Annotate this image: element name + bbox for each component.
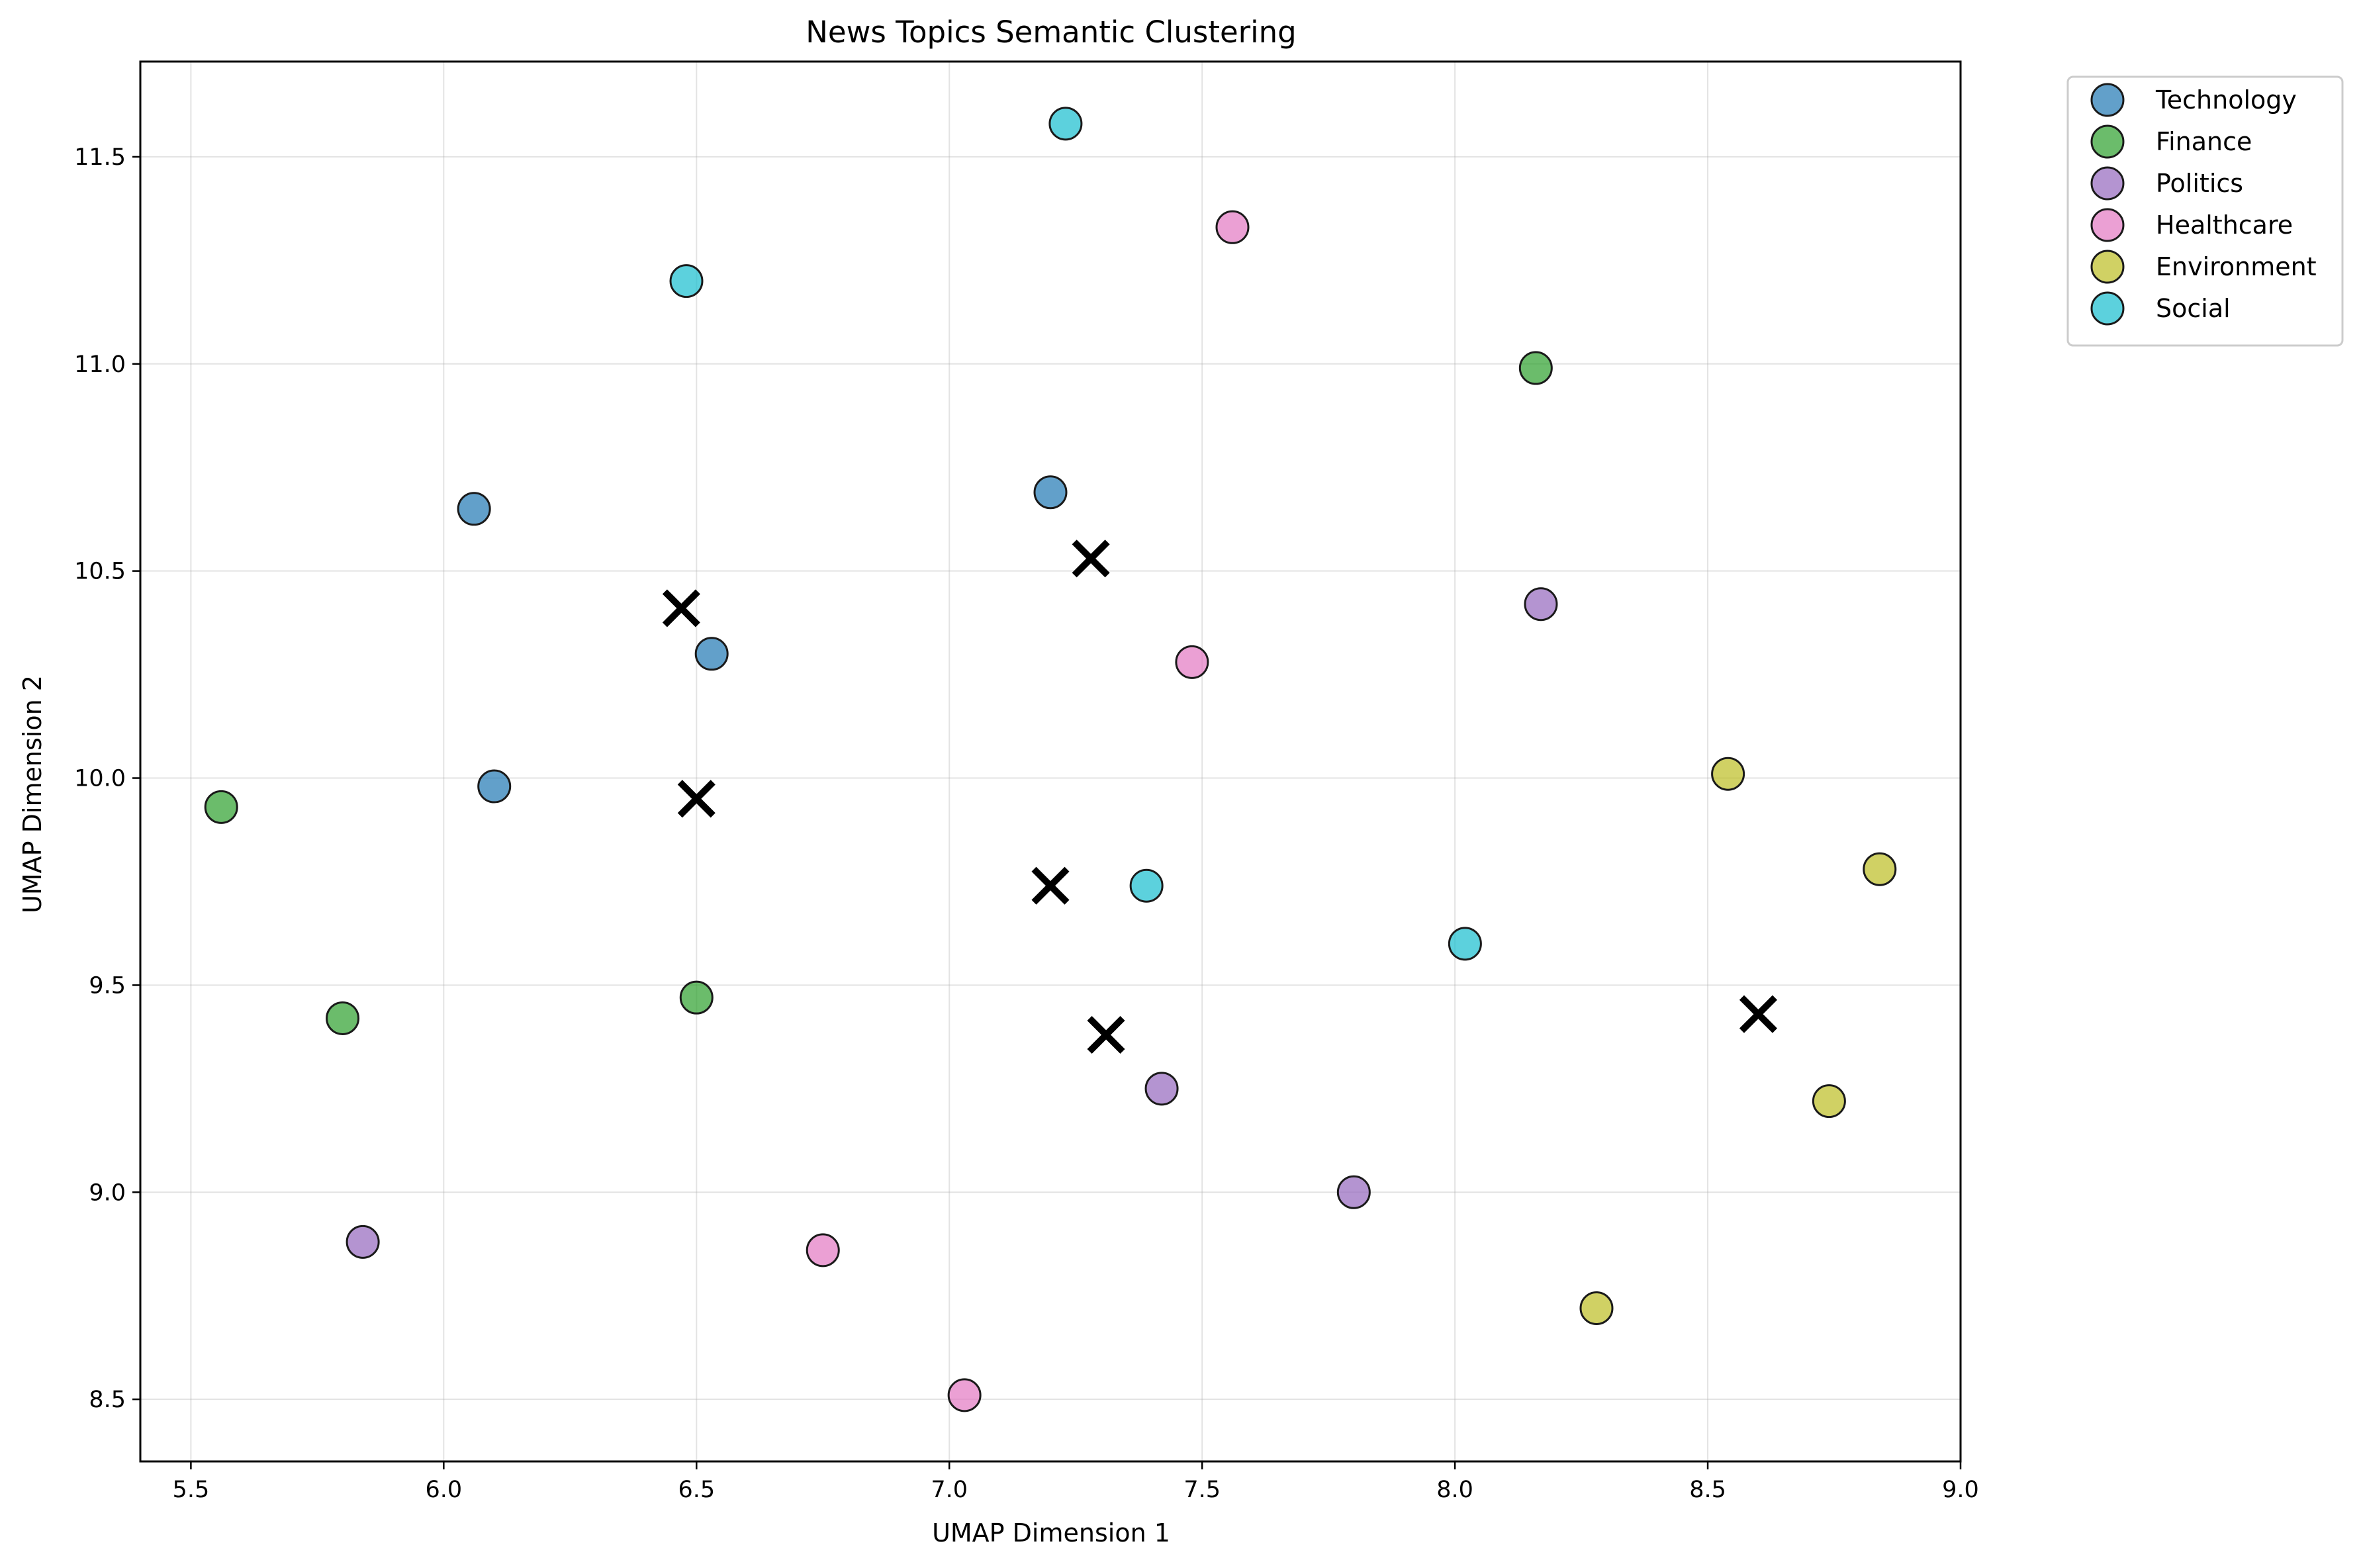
legend-entry: Technology [2090,83,2297,117]
y-tick-label: 9.0 [89,1179,126,1206]
data-point [669,264,704,299]
axis-ticks: 5.5 6.0 6.5 7.0 7.5 8.0 8.5 9.0 8.5 9.0 9.5 10.0 10.… [74,144,1979,1503]
cluster-centroids [662,539,1777,1054]
data-point [1175,645,1209,679]
data-point [457,492,491,526]
data-point [1524,587,1558,622]
y-tick-label: 11.5 [74,144,126,171]
legend-marker [2090,83,2125,117]
legend-marker [2090,250,2125,284]
x-tick-label: 5.5 [173,1477,210,1503]
legend-label: Finance [2156,127,2252,156]
y-axis-label: UMAP Dimension 2 [18,675,47,913]
grid-lines [140,62,1961,1461]
legend-frame [2066,75,2344,347]
y-tick-label: 10.0 [74,766,126,792]
data-point [1579,1291,1614,1325]
data-point [346,1224,380,1259]
data-point [1711,757,1745,791]
data-point [1448,927,1482,961]
chart-title: News Topics Semantic Clustering [806,15,1297,50]
data-point [1033,475,1068,510]
legend-label: Politics [2156,169,2243,198]
data-point [1144,1072,1179,1106]
data-points [204,107,1897,1412]
data-point [1129,868,1164,903]
centroid-marker [1739,995,1777,1033]
centroid-marker [662,589,700,627]
data-point [1863,852,1897,886]
legend-marker [2090,166,2125,201]
x-tick-label: 8.5 [1689,1477,1726,1503]
x-tick-label: 7.5 [1183,1477,1221,1503]
data-point [477,769,512,804]
data-point [1812,1084,1846,1119]
legend-entry: Politics [2090,166,2243,201]
legend-label: Environment [2156,252,2317,281]
legend: Technology Finance Politics Healthcare Envir… [2066,75,2344,347]
legend-label: Social [2156,294,2231,323]
centroid-marker [1072,539,1110,578]
centroid-marker [1031,866,1070,905]
centroid-marker [677,780,716,818]
y-tick-label: 11.0 [74,351,126,378]
legend-marker [2090,208,2125,242]
y-tick-label: 10.5 [74,559,126,585]
x-tick-label: 6.5 [678,1477,715,1503]
y-tick-label: 9.5 [89,972,126,999]
plot-area [139,60,1962,1463]
data-point [679,980,714,1015]
x-tick-label: 7.0 [931,1477,968,1503]
legend-entry: Environment [2090,250,2317,284]
data-point [1518,351,1553,385]
legend-label: Healthcare [2156,210,2293,240]
legend-entry: Social [2090,291,2231,326]
legend-label: Technology [2155,85,2297,115]
data-point [694,637,729,671]
legend-marker [2090,124,2125,159]
data-point [204,790,238,824]
data-point [326,1001,360,1035]
x-axis-label: UMAP Dimension 1 [932,1518,1170,1547]
data-point [947,1378,982,1412]
centroid-marker [1087,1015,1125,1054]
legend-entry: Finance [2090,124,2252,159]
legend-marker [2090,291,2125,326]
legend-entry: Healthcare [2090,208,2293,242]
y-tick-label: 8.5 [89,1387,126,1413]
x-tick-label: 9.0 [1942,1477,1979,1503]
x-tick-label: 8.0 [1436,1477,1473,1503]
data-point [1215,210,1250,244]
data-point [1336,1175,1371,1209]
data-point [1048,107,1083,141]
x-tick-label: 6.0 [425,1477,462,1503]
data-point [806,1233,840,1268]
